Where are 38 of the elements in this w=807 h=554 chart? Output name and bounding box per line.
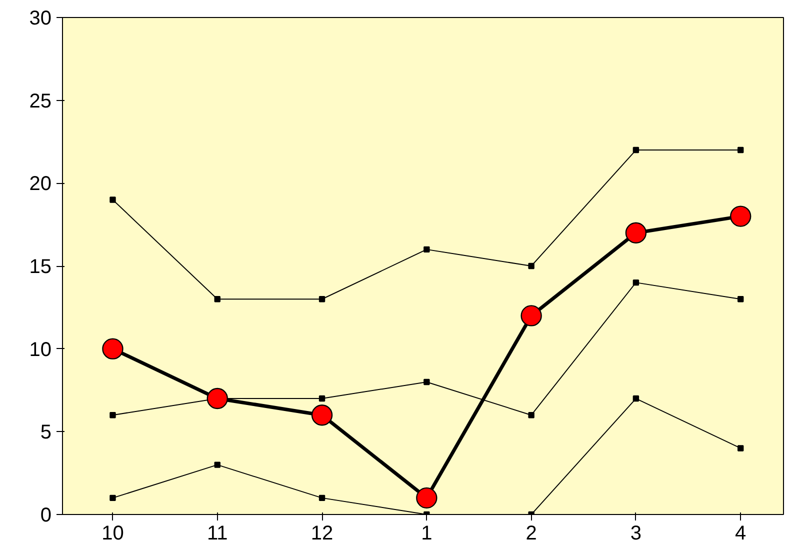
point	[110, 494, 116, 502]
y-tick-label: 10	[29, 338, 52, 361]
x-tick-label: 10	[102, 522, 124, 544]
x-tick-label: 1	[421, 522, 432, 544]
point	[632, 146, 640, 154]
point	[528, 262, 534, 270]
point	[318, 395, 326, 402]
point	[110, 196, 116, 203]
x-tick-label: 11	[206, 522, 228, 544]
point	[214, 296, 220, 302]
x-tick-label: 3	[630, 522, 642, 544]
point	[424, 378, 430, 386]
point	[110, 412, 116, 418]
x-tick-label: 12	[310, 522, 334, 544]
point	[214, 462, 220, 468]
point	[737, 445, 744, 452]
point	[102, 338, 124, 360]
point	[737, 296, 744, 302]
point	[625, 222, 647, 244]
y-tick-label: 5	[40, 422, 52, 444]
point	[318, 296, 326, 302]
y-tick-label: 0	[40, 504, 52, 526]
y-tick-label: 30	[29, 8, 52, 30]
point	[318, 494, 326, 502]
point	[424, 246, 430, 253]
point	[528, 412, 534, 418]
point	[311, 404, 333, 426]
y-tick-label: 25	[29, 90, 52, 112]
point	[632, 279, 640, 286]
point	[737, 146, 744, 154]
point	[730, 206, 752, 227]
x-tick-label: 4	[735, 522, 746, 544]
point	[416, 487, 438, 509]
y-tick-label: 20	[29, 173, 52, 196]
point	[632, 395, 640, 402]
y-tick-label: 15	[29, 256, 52, 278]
point	[520, 305, 542, 326]
x-tick-label: 2	[526, 522, 537, 544]
